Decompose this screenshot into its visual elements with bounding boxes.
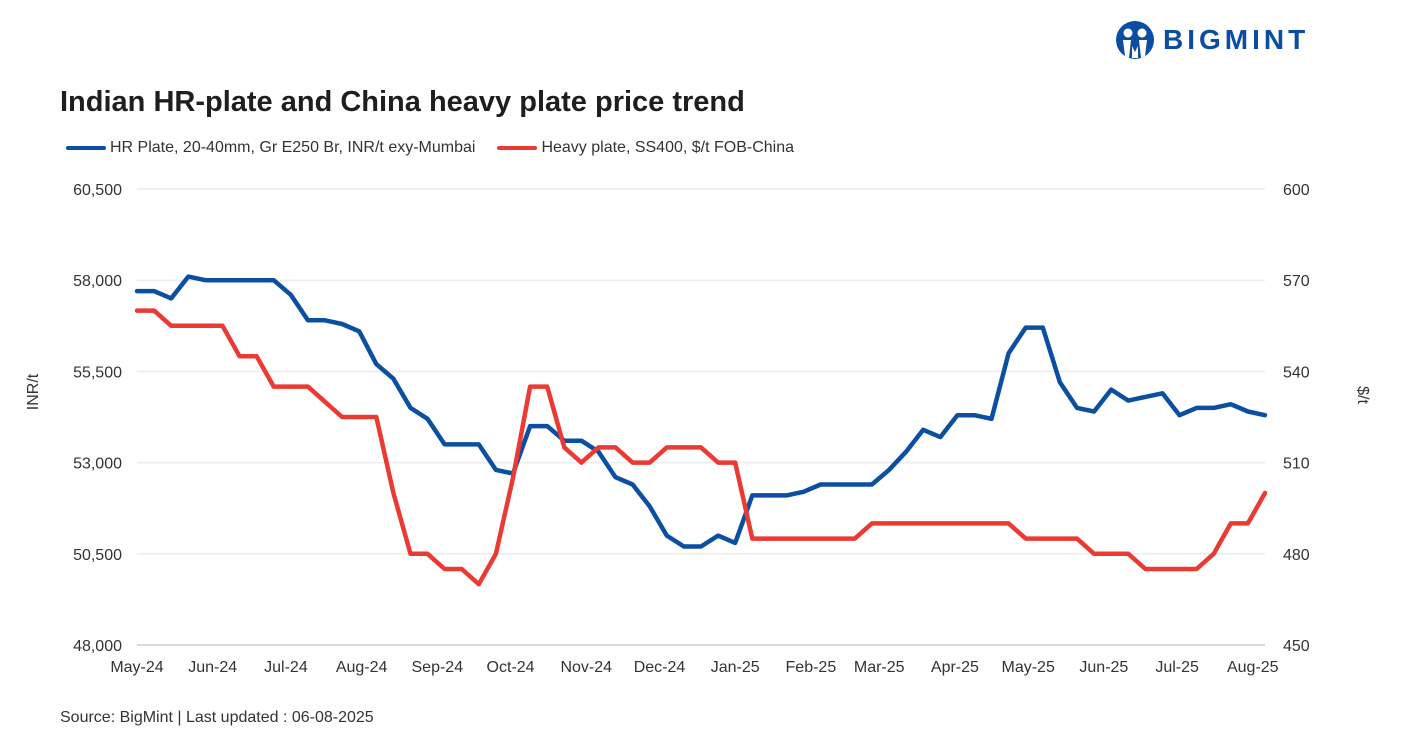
legend-label: Heavy plate, SS400, $/t FOB-China <box>541 139 795 156</box>
x-tick-label: Jan-25 <box>711 659 760 676</box>
y-left-tick-label: 50,500 <box>73 547 122 564</box>
y-right-tick-label: 600 <box>1283 182 1310 199</box>
y-left-tick-label: 55,500 <box>73 364 122 381</box>
y-left-axis-label: INR/t <box>25 373 42 410</box>
y-right-tick-label: 450 <box>1283 638 1310 655</box>
y-right-tick-label: 570 <box>1283 273 1310 290</box>
bigmint-logo: BIGMINT <box>1115 20 1309 60</box>
legend-item-heavy-plate: Heavy plate, SS400, $/t FOB-China <box>497 139 794 157</box>
x-tick-label: Mar-25 <box>854 659 905 676</box>
x-tick-label: Jun-24 <box>188 659 237 676</box>
legend-swatch-red <box>497 146 538 150</box>
series-line-hr-plate <box>134 274 1268 549</box>
x-tick-label: Sep-24 <box>412 659 464 676</box>
x-tick-label: Jul-25 <box>1155 659 1199 676</box>
x-tick-label: Oct-24 <box>487 659 535 676</box>
legend-item-hr-plate: HR Plate, 20-40mm, Gr E250 Br, INR/t exy… <box>66 139 475 157</box>
brand-name: BIGMINT <box>1163 24 1310 55</box>
x-tick-label: Jun-25 <box>1079 659 1128 676</box>
legend: HR Plate, 20-40mm, Gr E250 Br, INR/t exy… <box>66 139 794 157</box>
series-line-heavy-plate <box>134 308 1268 587</box>
y-left-tick-label: 58,000 <box>73 273 122 290</box>
x-tick-label: Dec-24 <box>634 659 686 676</box>
logo-mark-icon <box>1116 21 1154 59</box>
y-right-tick-label: 540 <box>1283 364 1310 381</box>
x-tick-label: Apr-25 <box>931 659 979 676</box>
x-tick-label: Aug-24 <box>336 659 388 676</box>
y-right-tick-label: 480 <box>1283 547 1310 564</box>
x-tick-label: May-24 <box>110 659 163 676</box>
y-right-tick-label: 510 <box>1283 456 1310 473</box>
y-left-tick-label: 53,000 <box>73 456 122 473</box>
chart-title: Indian HR-plate and China heavy plate pr… <box>60 86 745 118</box>
x-tick-label: May-25 <box>1001 659 1054 676</box>
x-tick-label: Nov-24 <box>560 659 612 676</box>
source-note: Source: BigMint | Last updated : 06-08-2… <box>60 709 374 726</box>
legend-label: HR Plate, 20-40mm, Gr E250 Br, INR/t exy… <box>110 139 476 156</box>
x-tick-label: Jul-24 <box>264 659 308 676</box>
x-tick-label: Aug-25 <box>1227 659 1279 676</box>
y-left-tick-label: 48,000 <box>73 638 122 655</box>
x-tick-label: Feb-25 <box>786 659 837 676</box>
y-right-axis-label: $/t <box>1354 386 1371 404</box>
y-left-tick-label: 60,500 <box>73 182 122 199</box>
legend-swatch-blue <box>66 146 106 150</box>
